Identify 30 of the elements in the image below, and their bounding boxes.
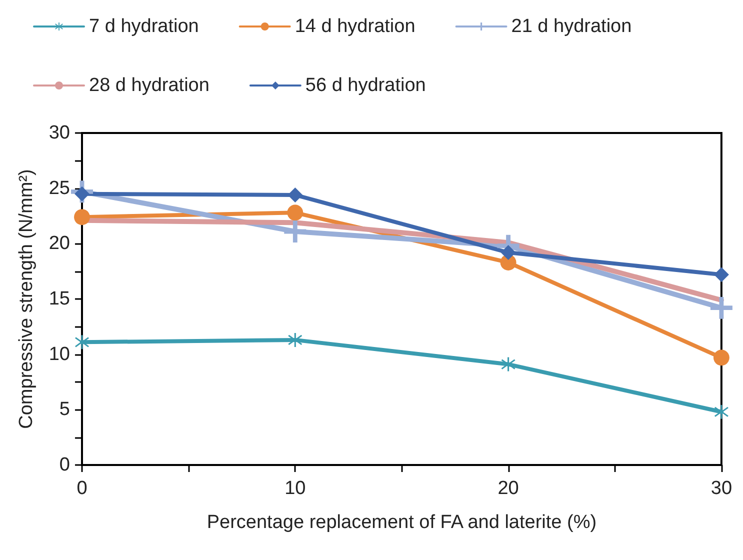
legend-label: 56 d hydration [305,75,426,96]
x-axis-title: Percentage replacement of FA and laterite (%) [206,512,597,533]
point [287,204,304,221]
x-tick-label: 0 [76,478,88,499]
point [714,267,729,282]
point [500,245,516,260]
y-tick-label: 30 [48,122,70,144]
y-axis-title: Compressive strength (N/mm²) [16,169,37,429]
point [74,209,90,226]
legend-label: 14 d hydration [294,16,416,37]
y-tick-label: 10 [48,344,70,365]
point [288,332,302,347]
point [710,296,732,319]
legend-label: 21 d hydration [511,16,632,37]
x-tick-label: 20 [498,478,519,499]
y-tick-label: 20 [48,233,70,254]
x-tick-label: 10 [284,478,306,499]
y-tick-label: 25 [48,178,70,199]
legend-label: 7 d hydration [89,16,199,37]
point [75,335,89,350]
legend-label: 28 d hydration [89,75,210,96]
x-tick-label: 30 [710,478,732,499]
y-tick-label: 5 [59,399,70,420]
point [501,357,516,372]
point [288,187,303,202]
y-tick-label: 0 [59,454,70,476]
point [714,404,728,419]
point [284,220,306,242]
y-tick-label: 15 [48,288,70,310]
point [713,350,730,366]
